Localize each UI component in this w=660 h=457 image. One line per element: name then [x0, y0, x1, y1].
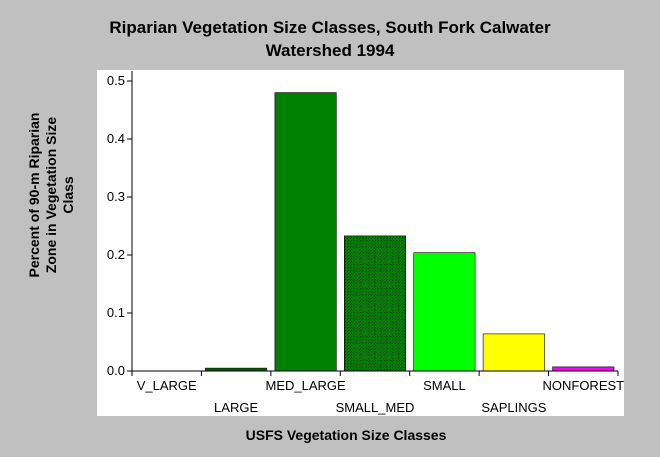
bar-nonforest [552, 366, 615, 372]
bars [205, 92, 615, 372]
y-axis-title-line-1: Percent of 90-m Riparian [26, 113, 42, 278]
x-tick-label-v-large: V_LARGE [137, 378, 197, 393]
bar-small-med [343, 235, 406, 372]
y-tick-label: 0.5 [107, 73, 125, 88]
y-tick-label: 0.4 [107, 131, 125, 146]
y-tick-label: 0.2 [107, 247, 125, 262]
y-tick-label: 0.0 [107, 363, 125, 378]
y-tick-label: 0.1 [107, 305, 125, 320]
y-axis-title-line-2: Zone in Vegetation Size [43, 117, 59, 274]
chart-title-line-1: Riparian Vegetation Size Classes, South … [109, 18, 551, 37]
y-axis-title: Percent of 90-m Riparian Zone in Vegetat… [26, 113, 76, 278]
axes [131, 71, 618, 372]
bar-med-large [274, 92, 337, 372]
x-tick-label-small-med: SMALL_MED [336, 400, 415, 415]
y-ticks: 0.0 0.1 0.2 0.3 0.4 0.5 [107, 73, 132, 378]
bar-small [413, 252, 476, 372]
x-tick-label-large: LARGE [214, 400, 258, 415]
y-axis-title-line-3: Class [60, 176, 76, 214]
x-axis-title: USFS Vegetation Size Classes [246, 427, 447, 443]
x-tick-label-saplings: SAPLINGS [481, 400, 546, 415]
x-tick-label-small: SMALL [423, 378, 466, 393]
x-tick-label-med-large: MED_LARGE [265, 378, 346, 393]
x-ticks: V_LARGE LARGE MED_LARGE SMALL_MED SMALL SAPLI… [131, 371, 624, 415]
y-tick-label: 0.3 [107, 189, 125, 204]
x-tick-label-nonforest: NONFOREST [542, 378, 624, 393]
bar-saplings [482, 333, 545, 372]
chart-title-line-2: Watershed 1994 [266, 41, 395, 60]
